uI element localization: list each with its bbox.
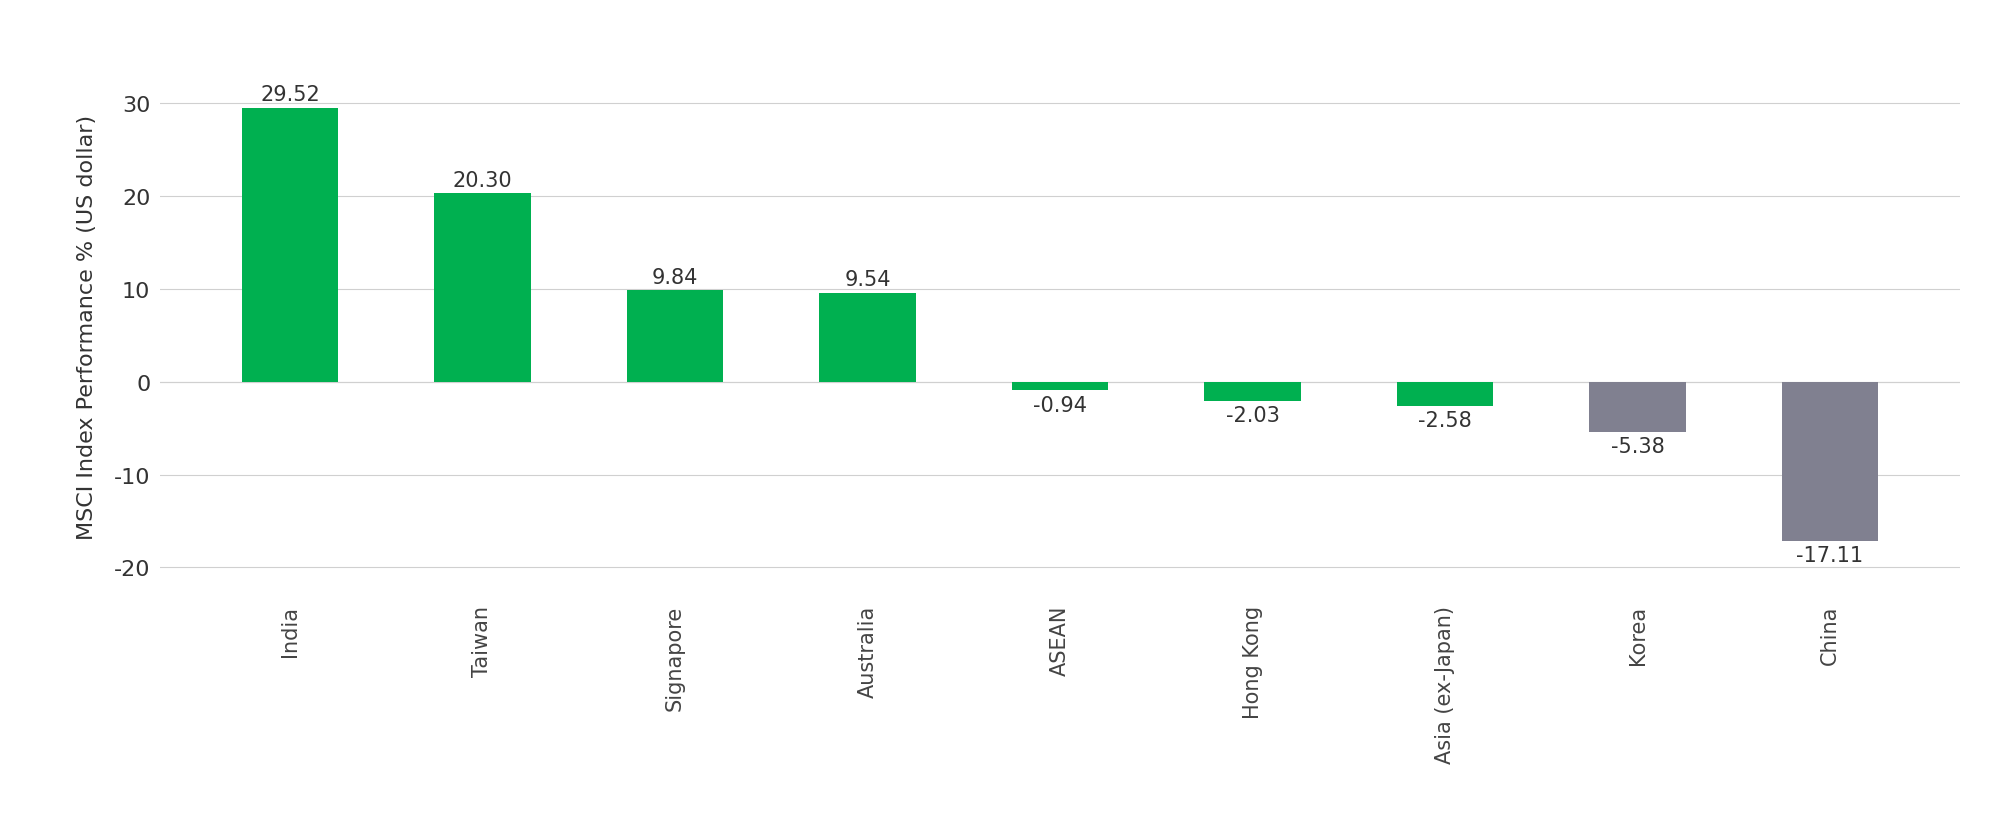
- Bar: [626, 291, 724, 382]
- Text: 29.52: 29.52: [260, 85, 320, 105]
- Text: 9.84: 9.84: [652, 267, 698, 287]
- Bar: [1204, 382, 1300, 401]
- Text: -2.03: -2.03: [1226, 406, 1280, 426]
- Text: -0.94: -0.94: [1032, 395, 1086, 416]
- Bar: [820, 294, 916, 382]
- Bar: [1012, 382, 1108, 391]
- Bar: [242, 108, 338, 382]
- Text: 9.54: 9.54: [844, 270, 890, 290]
- Bar: [1396, 382, 1494, 406]
- Bar: [434, 194, 530, 382]
- Y-axis label: MSCI Index Performance % (US dollar): MSCI Index Performance % (US dollar): [78, 114, 98, 539]
- Bar: [1782, 382, 1878, 541]
- Bar: [1590, 382, 1686, 433]
- Text: 20.30: 20.30: [452, 170, 512, 190]
- Text: -2.58: -2.58: [1418, 411, 1472, 431]
- Text: -17.11: -17.11: [1796, 546, 1864, 566]
- Text: -5.38: -5.38: [1610, 437, 1664, 457]
